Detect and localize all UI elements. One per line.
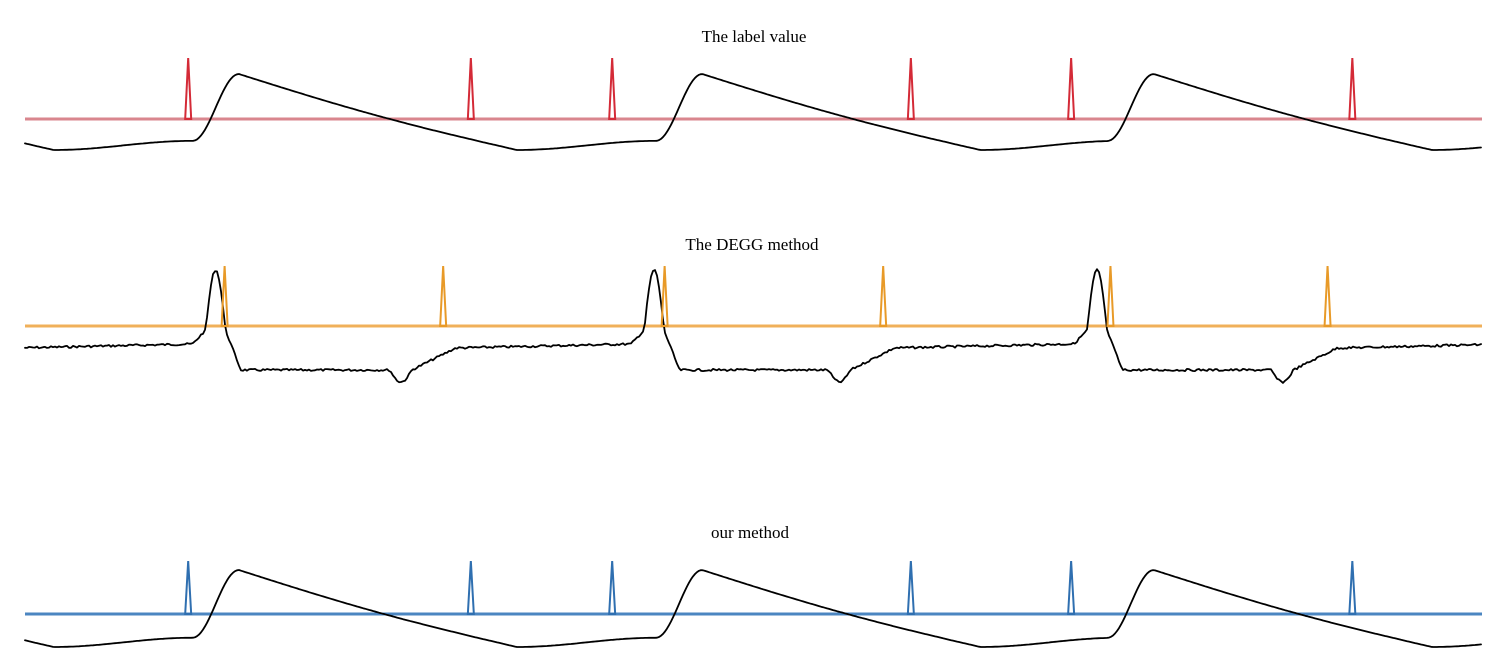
marker-spike [1348,560,1357,615]
marker-spike [660,265,669,327]
marker-spike [1106,265,1115,327]
marker-spike [466,560,475,615]
marker-spike [184,560,193,615]
marker-spike [1348,57,1357,120]
signal-waveform [24,73,1482,151]
panel-title: our method [711,523,789,542]
marker-spike [906,57,915,120]
panel-title: The label value [702,27,807,46]
marker-spike [906,560,915,615]
marker-spike [439,265,448,327]
marker-spike [1067,57,1076,120]
panel-degg-method: The DEGG method [24,235,1482,384]
signal-waveform [24,569,1482,648]
marker-spike [220,265,229,327]
marker-spike [1323,265,1332,327]
marker-spike [466,57,475,120]
marker-spike [184,57,193,120]
signal-waveform [24,268,1482,384]
panel-our-method: our method [24,523,1482,648]
marker-spike [879,265,888,327]
marker-spike [608,560,617,615]
panel-label-value: The label value [24,27,1482,151]
marker-spike [1067,560,1076,615]
marker-spike [608,57,617,120]
panel-title: The DEGG method [685,235,819,254]
